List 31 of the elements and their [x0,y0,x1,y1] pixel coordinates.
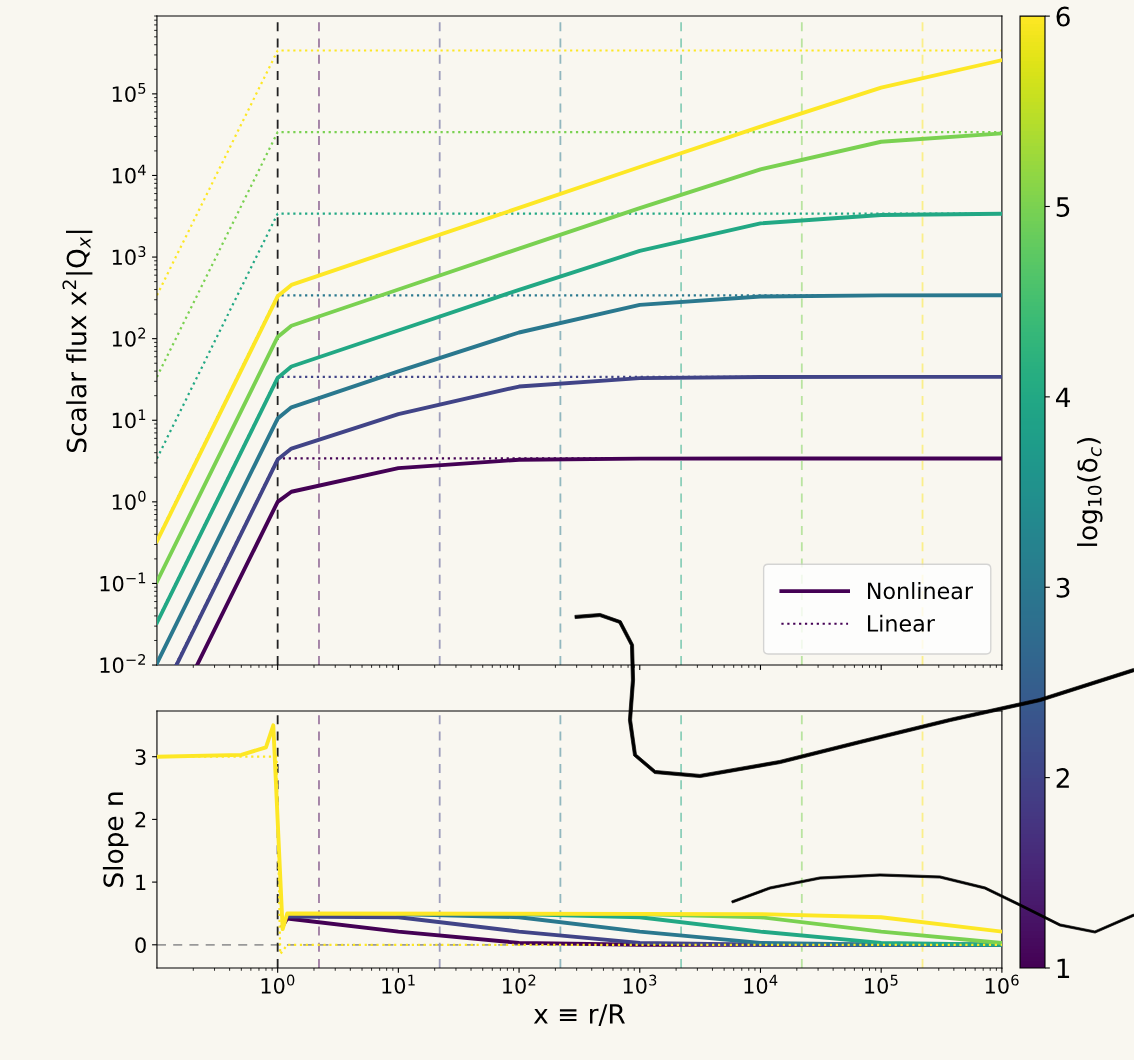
x-tick-label: 10$^{6}$ [985,974,1019,994]
y-tick-label: 10$^{−1}$ [100,572,146,592]
y-tick-label: 0 [135,937,146,954]
y-tick-label: 2 [135,811,146,828]
y-tick-label: 1 [136,874,146,891]
y-axis-title: Slope n [102,792,129,887]
y-tick-label: 10$^{4}$ [112,164,146,184]
legend-label: Linear [868,614,935,632]
x-tick-label: 10$^{4}$ [744,974,778,994]
x-tick-label: 10$^{2}$ [503,974,536,994]
y-tick-label: 10$^{5}$ [112,83,146,102]
x-tick-label: 10$^{5}$ [865,974,898,994]
y-tick-label: 10$^{3}$ [112,246,146,266]
y-tick-label: 10$^{−2}$ [100,654,146,674]
y-tick-label: 10$^{1}$ [112,409,146,429]
legend-label: Nonlinear [868,582,973,600]
x-tick-label: 10$^{3}$ [623,974,657,994]
color-bar-label: 3 [1056,577,1070,598]
color-bar-label: 4 [1055,387,1071,407]
x-tick-label: 10$^{1}$ [382,974,415,994]
color-bar-label: 5 [1056,197,1070,217]
y-tick-label: 10$^{2}$ [112,327,146,347]
x-tick-label: 10$^{0}$ [261,974,295,994]
color-bar-label: 1 [1057,958,1070,979]
y-tick-label: 3 [135,749,146,765]
color-bar-title: log$_{10}$(δ$_{c}$) [1077,438,1103,546]
color-bar-label: 6 [1056,6,1070,27]
y-axis-title: Scalar flux x$^{2}$|Q$_{x}$| [62,230,93,452]
color-bar-label: 2 [1056,768,1069,788]
x-axis-title: x ≡ r/R [533,1004,625,1026]
y-tick-label: 10$^{0}$ [112,490,146,510]
